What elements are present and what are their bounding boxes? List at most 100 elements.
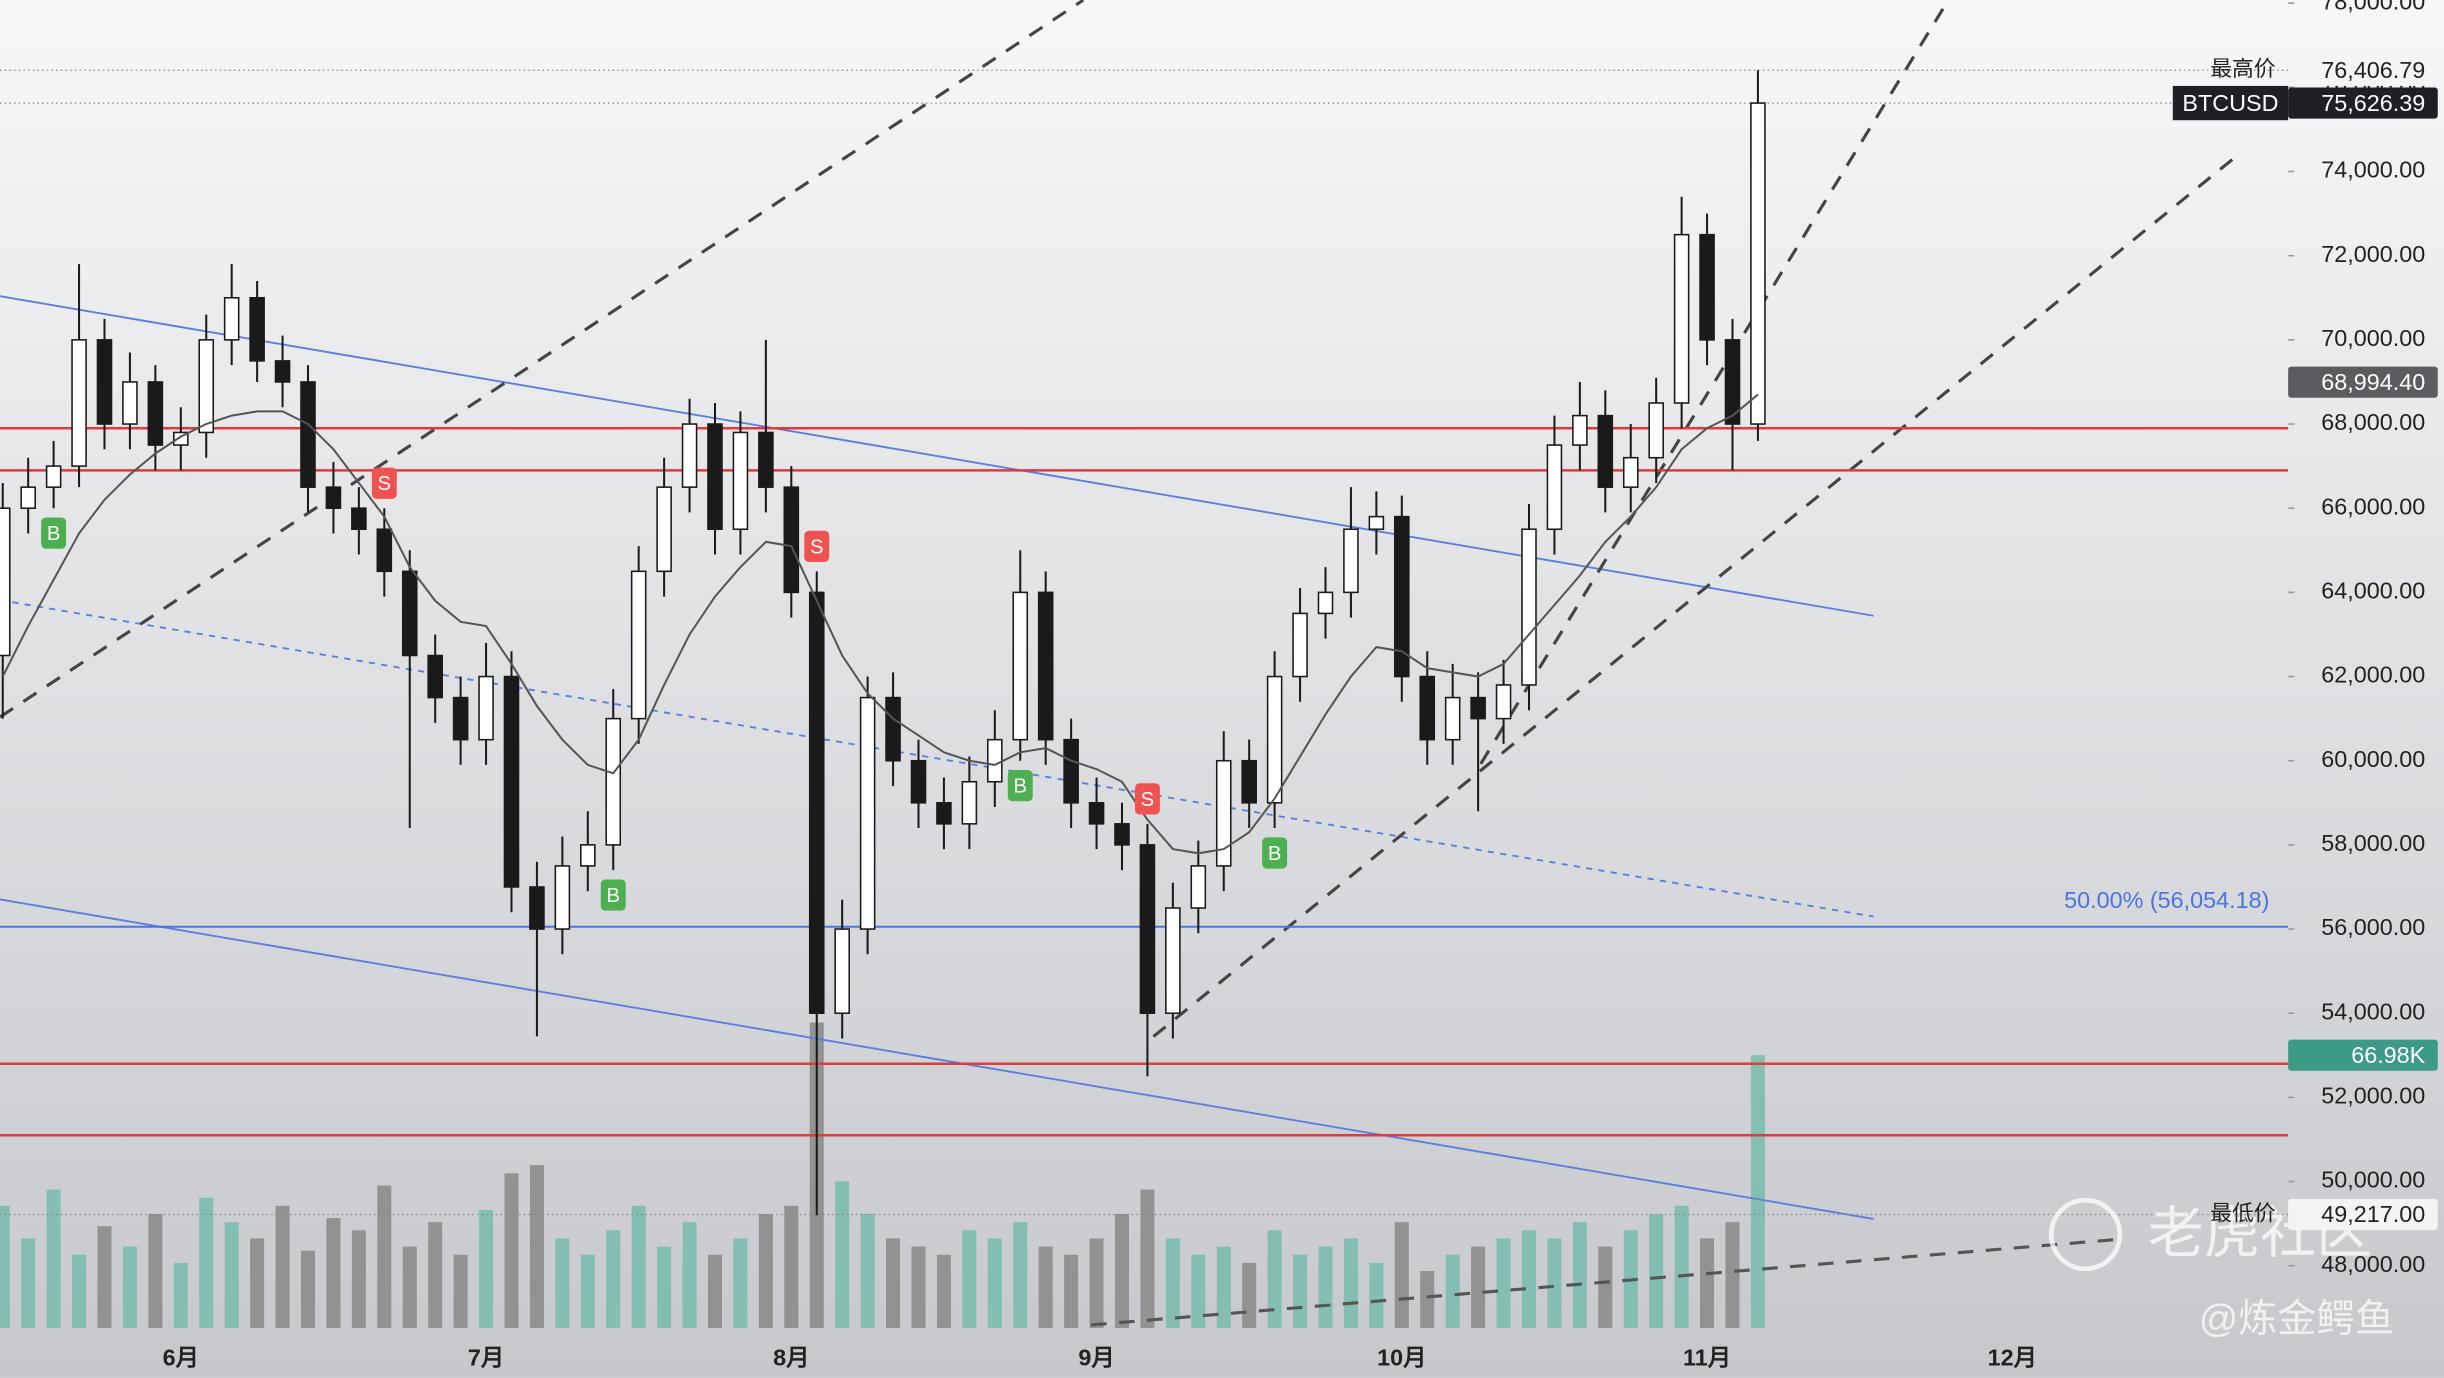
x-tick-label: 12月 [1988,1344,2037,1370]
trend-line [1152,154,2238,1038]
signal-label: S [810,536,824,558]
signal-marker [1262,837,1288,869]
candle-body [1622,456,1639,488]
candle-body [1343,528,1359,594]
volume-bar [1725,1222,1740,1329]
volume-bar [1521,1230,1537,1329]
candle-body [910,759,927,804]
trend-line [0,0,1085,719]
candle-body [198,339,215,434]
x-tick-label: 11月 [1683,1344,1731,1370]
candle-body [783,486,800,594]
candle-body [859,696,876,930]
volume-bar [453,1254,468,1329]
candle-body [834,928,850,1014]
candle-body [427,654,443,699]
candle-body [223,296,240,341]
trend-line [0,295,1874,617]
candle-body [1444,696,1461,741]
symbol: BTCUSD [2182,90,2278,116]
candle-body [1546,444,1563,531]
price-tag-box [2288,366,2438,398]
volume-bar [1038,1246,1053,1329]
low-value-box [2288,1198,2438,1231]
volume-bar [911,1246,926,1329]
y-tick-label: 48,000.00 [2321,1251,2425,1277]
candle-body [656,486,672,573]
candle-body [554,865,571,930]
volume-bar [351,1230,366,1329]
last-price: 75,626.39 [2321,90,2425,116]
x-tick-label: 10月 [1377,1344,1426,1370]
volume-bar [580,1254,595,1329]
signal-marker [371,467,397,499]
candle-body [1394,515,1410,678]
volume-bar [1114,1213,1130,1329]
volume-tag: 66.98K [2351,1042,2425,1068]
candle-body [1037,591,1054,741]
candle-body [1215,759,1232,867]
candle-body [936,802,952,825]
candle-body [274,360,291,383]
candle-body [45,465,62,488]
symbol-box [2172,85,2289,121]
candle-body [1139,844,1156,1014]
candle-body [1292,612,1308,678]
signal-marker [41,517,67,549]
volume-bar [173,1262,188,1329]
y-tick-label: 54,000.00 [2321,998,2425,1024]
volume-bar [835,1181,850,1329]
volume-bar [224,1222,239,1329]
signal-label: B [606,885,620,907]
candle-body [1063,738,1079,804]
volume-bar [1700,1238,1715,1329]
candle-body [961,780,978,825]
volume-bar [1471,1246,1486,1329]
signal-label: B [47,523,61,545]
volume-bar [733,1238,748,1329]
volume-bar [631,1205,646,1329]
volume-bar [199,1197,214,1329]
candle-body [96,339,113,425]
candle-body [325,486,342,509]
watermark: 老虎社区 @炼金鳄鱼 [2048,1197,2394,1341]
y-tick-label: 74,000.00 [2321,157,2425,183]
candle-body [605,717,622,846]
trend-lines [0,0,2238,1327]
candle-body [1521,528,1537,686]
candle-body [351,507,367,531]
volume-bar [784,1205,799,1329]
x-tick-label: 7月 [468,1344,504,1370]
low-value: 49,217.00 [2321,1201,2425,1227]
signal-marker [1007,770,1033,802]
trend-line [0,599,1874,918]
volume-tag-box [2288,1039,2438,1071]
candle-body [1470,696,1486,720]
volume-bar [1750,1055,1765,1329]
candle-body [1572,414,1588,446]
watermark-logo [2048,1197,2123,1272]
y-tick-label: 56,000.00 [2321,914,2425,940]
volume-bar [1369,1262,1384,1329]
volume-bar [402,1246,417,1329]
volume-bar [758,1213,773,1329]
trend-line [0,898,1874,1220]
volume-bar [1547,1238,1562,1329]
y-tick-label: 70,000.00 [2321,325,2425,351]
volume-bar [275,1205,290,1329]
candle-body [1266,675,1283,804]
candle-body [808,591,825,1014]
signal-label: B [1013,776,1027,798]
volume-bar [1242,1262,1257,1329]
volume-bar [1089,1238,1104,1329]
candle-body [376,528,393,573]
candle-body [732,431,749,531]
trend-line [1090,1237,2120,1327]
volume-bar [148,1213,163,1329]
candle-body [707,423,723,531]
signal-marker [1134,783,1160,815]
y-tick-label: 62,000.00 [2321,662,2425,688]
volume-bar [1267,1230,1282,1329]
volume-bar [428,1222,443,1329]
